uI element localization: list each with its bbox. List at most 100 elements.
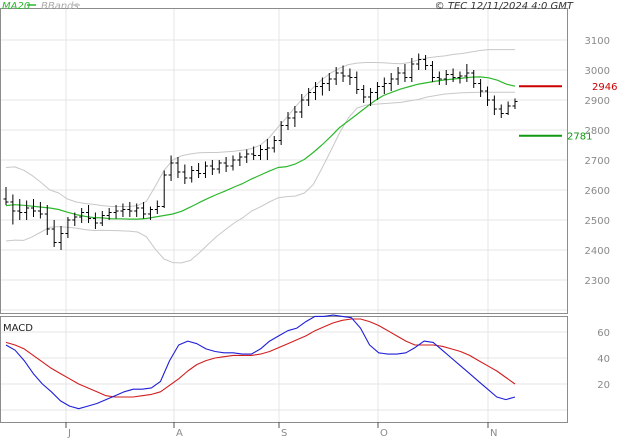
macd-tick-label: 40 <box>597 354 610 365</box>
candle <box>72 212 78 226</box>
candle <box>31 199 37 217</box>
price-tick-label: 2400 <box>585 246 610 257</box>
candle <box>24 200 30 220</box>
candle <box>299 94 305 118</box>
candle <box>113 205 119 219</box>
macd-axis: 20 40 60 <box>597 328 610 391</box>
price-axis: 2300 2400 2500 2600 2700 2800 2900 3000 3100 <box>585 36 610 287</box>
candle <box>505 101 511 115</box>
candle <box>478 79 484 97</box>
candle <box>223 157 229 172</box>
candle <box>3 187 9 205</box>
candle <box>120 203 126 217</box>
candle <box>409 58 415 82</box>
month-tick-label: S <box>281 428 287 439</box>
candle <box>285 112 291 130</box>
price-tick-label: 3100 <box>585 36 610 47</box>
candle <box>216 160 222 174</box>
candle <box>51 220 57 247</box>
price-tick-label: 2800 <box>585 126 610 137</box>
candle <box>237 152 243 166</box>
chart-copyright: © TEC 12/11/2024 4:0 GMT <box>435 1 574 12</box>
price-tick-label: 3000 <box>585 66 610 77</box>
price-tick-label: 2300 <box>585 276 610 287</box>
legend-bbands: BBands <box>41 1 79 12</box>
candle <box>141 202 147 219</box>
candle <box>161 170 167 208</box>
macd-series <box>5 314 516 410</box>
ma20-line <box>5 76 516 220</box>
candle <box>471 70 477 88</box>
candle <box>347 68 353 85</box>
candle <box>278 121 284 145</box>
candle <box>306 88 312 106</box>
candle <box>395 67 401 85</box>
candle <box>464 64 470 82</box>
candle <box>189 166 195 183</box>
macd-tick-label: 20 <box>597 380 610 391</box>
candle <box>443 70 449 85</box>
candle <box>361 85 367 103</box>
candle <box>251 146 257 160</box>
candle <box>491 95 497 115</box>
candle <box>17 199 23 220</box>
bbands-lower-line <box>5 91 515 264</box>
candle <box>457 71 463 84</box>
candle <box>58 226 64 250</box>
candle <box>209 160 215 175</box>
candle <box>37 202 43 219</box>
macd-line <box>5 314 516 410</box>
candle <box>498 104 504 118</box>
month-tick-label: A <box>176 428 183 439</box>
price-tick-label: 2700 <box>585 156 610 167</box>
candle <box>381 77 387 94</box>
candle <box>202 161 208 178</box>
macd-panel-frame <box>0 316 568 423</box>
candle <box>436 71 442 85</box>
candle <box>79 208 85 223</box>
month-tick-label: N <box>490 428 497 439</box>
candle <box>340 65 346 82</box>
candle <box>450 68 456 82</box>
candle <box>44 205 50 235</box>
candle <box>333 67 339 85</box>
candle <box>244 149 250 163</box>
candle <box>429 61 435 82</box>
candle <box>512 98 518 109</box>
macd-tick-label: 60 <box>597 328 610 339</box>
candle <box>182 164 188 184</box>
candle <box>86 205 92 223</box>
candle <box>402 64 408 82</box>
candle <box>271 136 277 153</box>
price-gridlines <box>1 39 567 311</box>
candle <box>423 55 429 70</box>
candle <box>374 82 380 100</box>
candle <box>65 217 71 238</box>
month-tick-label: O <box>380 428 388 439</box>
candle <box>106 208 112 220</box>
candle <box>484 86 490 106</box>
support-level-label: 2781 <box>567 132 592 143</box>
candle <box>258 145 263 160</box>
candle <box>99 211 105 226</box>
candle <box>416 53 422 70</box>
candle <box>354 71 360 94</box>
candle <box>196 163 202 178</box>
candle <box>292 106 298 127</box>
price-panel-frame <box>0 8 568 314</box>
price-tick-label: 2900 <box>585 96 610 107</box>
candle <box>313 82 319 100</box>
candle <box>147 206 153 220</box>
candle <box>326 73 332 91</box>
resistance-level-label: 2946 <box>592 82 617 93</box>
legend-ma20: MA20 <box>2 1 30 12</box>
candle <box>175 157 181 178</box>
candle <box>388 73 394 91</box>
price-levels: 2946 2781 <box>519 82 617 143</box>
ma20-series <box>5 76 516 220</box>
macd-title: MACD <box>3 323 33 334</box>
candle <box>319 77 325 96</box>
candle <box>10 194 16 225</box>
